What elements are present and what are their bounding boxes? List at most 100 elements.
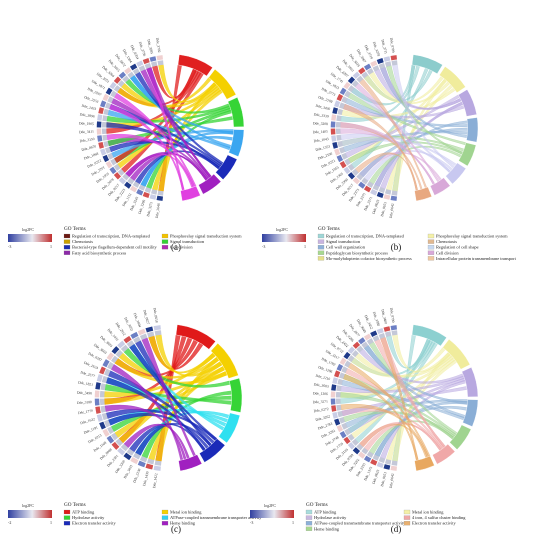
legend-item: Electron transfer activity (72, 521, 116, 526)
legend-swatch (317, 239, 325, 244)
gene-label: Dde_1286 (318, 365, 334, 374)
log2fc-cell (137, 328, 146, 336)
gene-label: Dde_2109 (318, 95, 334, 104)
legend-swatch (403, 509, 411, 515)
legend-item: ATPase-coupled transmembrane transporter… (170, 515, 262, 520)
gene-segment (366, 68, 374, 75)
legend-swatch (161, 233, 169, 239)
gene-segment (110, 158, 117, 166)
gene-segment (344, 90, 351, 98)
gene-segment (101, 128, 107, 135)
gene-segment (391, 460, 398, 466)
log2fc-cell (336, 363, 344, 372)
term-arc (461, 367, 479, 398)
gene-label: Dde_3262 (315, 414, 331, 422)
color-scale-min: -3 (250, 520, 253, 525)
gene-segment (337, 108, 343, 116)
gene-label: Dde_2255 (355, 462, 366, 477)
gene-label: Dde_3150 (79, 137, 95, 143)
log2fc-cell (331, 114, 337, 121)
gene-segment (366, 181, 374, 188)
legend-swatch (427, 245, 435, 250)
log2fc-cell (330, 391, 336, 398)
log2fc-cell (352, 177, 361, 185)
gene-label: Dde_1306 (313, 391, 328, 396)
log2fc-cell (363, 333, 372, 341)
legend-item: Signal transduction (170, 239, 205, 244)
log2fc-cell (149, 56, 157, 62)
gene-label: Dde_0670 (81, 144, 97, 152)
gene-segment (102, 115, 108, 122)
legend-item: Signal transduction (326, 239, 361, 244)
gene-segment (336, 115, 342, 122)
gene-segment (105, 147, 112, 154)
panel-label: (b) (391, 242, 402, 252)
gene-label: Dde_0272 (313, 407, 329, 413)
term-arc (458, 89, 477, 117)
gene-segment (147, 458, 155, 465)
log2fc-cell (145, 463, 154, 470)
log2fc-cell (347, 346, 356, 354)
gene-label: Dde_3271 (313, 400, 328, 405)
gene-label: Dde_1770 (78, 409, 94, 416)
gene-segment (100, 383, 106, 391)
gene-segment (339, 372, 346, 379)
gene-segment (361, 447, 369, 455)
chord-panel-3: Dde_0642Dde_0651Dde_0623Dde_1375Dde_2255… (250, 307, 479, 534)
gene-segment (150, 189, 158, 195)
log2fc-cell (94, 390, 100, 398)
legend-swatch (63, 233, 71, 239)
log2fc-cell (358, 67, 366, 75)
term-arc (227, 97, 245, 128)
legend-swatch (317, 233, 325, 239)
log2fc-cell (98, 141, 105, 149)
log2fc-cell (153, 465, 161, 471)
gene-segment (335, 121, 341, 128)
legend-item: Heme binding (314, 526, 340, 531)
gene-segment (157, 190, 164, 196)
gene-label: Dde_0287 (88, 351, 103, 362)
gene-segment (99, 390, 105, 398)
log2fc-cell (370, 459, 378, 466)
color-scale-max: 1 (304, 244, 306, 249)
gene-label: Dde_1433 (81, 104, 97, 112)
legend-item: Electron transfer activity (412, 521, 456, 526)
gene-label: Dde_0213 (87, 433, 102, 444)
log2fc-cell (124, 67, 132, 75)
legend-swatch (63, 239, 71, 244)
log2fc-cell (347, 76, 356, 84)
gene-segment (336, 404, 342, 411)
ribbons (106, 64, 234, 192)
legend-item: Cell wall organization (326, 245, 366, 250)
log2fc-cell (129, 63, 138, 71)
log2fc-cell (118, 71, 127, 79)
gene-label: Dde_3431 (123, 464, 134, 479)
legend-item: Peptidoglycan biosynthetic process (326, 250, 388, 255)
log2fc-cell (358, 337, 366, 345)
gene-segment (361, 341, 369, 349)
gene-segment (384, 331, 392, 337)
gene-segment (110, 90, 117, 98)
gene-segment (347, 433, 355, 441)
gene-label: Dde_3430 (315, 104, 331, 112)
gene-segment (336, 385, 342, 392)
log2fc-cell (339, 430, 347, 439)
log2fc-cell (96, 128, 102, 135)
color-scale-max: 1 (50, 520, 52, 525)
log2fc-cell (347, 172, 356, 180)
chord-panel-1: Dde_0642Dde_0655Dde_0623Dde_2271Dde_2275… (262, 37, 517, 261)
gene-segment (341, 422, 348, 430)
gene-label: Dde_3245 (129, 196, 139, 211)
gene-segment (122, 75, 130, 83)
gene-segment (138, 65, 146, 72)
term-arc (229, 377, 243, 413)
term-arc (178, 454, 203, 472)
term-arc (177, 54, 213, 77)
gene-segment (101, 375, 108, 384)
gene-segment (339, 147, 346, 154)
log2fc-cell (99, 421, 106, 430)
log2fc-cell (100, 100, 107, 108)
gene-label: Dde_0623 (372, 199, 381, 215)
log2fc-cell (334, 418, 341, 426)
